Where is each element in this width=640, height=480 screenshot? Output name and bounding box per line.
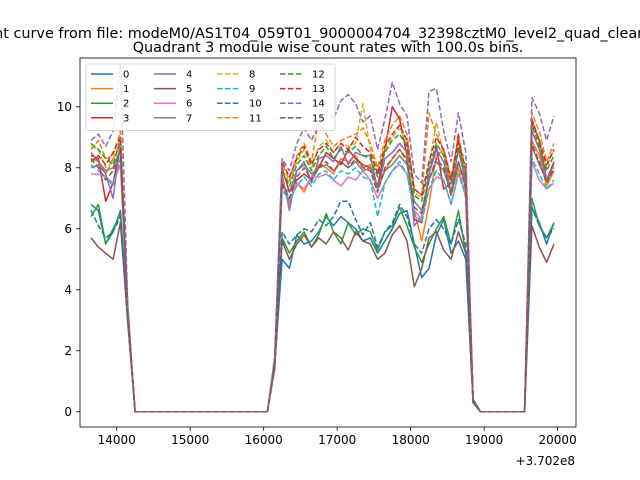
axes-frame <box>79 57 577 428</box>
series-line-0 <box>90 203 555 413</box>
x-offset-label: +3.702e8 <box>516 454 575 468</box>
y-axis: 0 2 4 6 8 10 <box>57 100 80 419</box>
legend-label: 9 <box>249 84 255 95</box>
legend-label: 13 <box>312 84 325 95</box>
legend-box <box>85 63 336 131</box>
series-line-1 <box>90 139 555 413</box>
legend-label: 3 <box>123 113 129 124</box>
y-tick-label: 2 <box>64 344 72 358</box>
legend-label: 6 <box>186 99 192 110</box>
series-line-15 <box>90 142 555 413</box>
series-line-3 <box>90 106 555 413</box>
legend-label: 11 <box>249 113 262 124</box>
series-line-4 <box>90 130 555 413</box>
x-tick-label: 18000 <box>392 433 430 447</box>
x-axis: 14000 15000 16000 17000 18000 19000 20000 <box>98 427 577 447</box>
series-line-12 <box>90 124 555 413</box>
legend-label: 8 <box>249 70 255 81</box>
series-line-13 <box>90 118 555 413</box>
y-tick-label: 0 <box>64 405 72 419</box>
x-tick-label: 15000 <box>171 433 209 447</box>
y-tick-label: 10 <box>57 100 72 114</box>
legend-label: 7 <box>186 113 192 124</box>
series-line-10 <box>90 200 555 413</box>
x-tick-label: 14000 <box>98 433 136 447</box>
x-tick-label: 19000 <box>465 433 503 447</box>
legend-label: 14 <box>312 99 325 110</box>
legend-label: 12 <box>312 70 325 81</box>
series-line-7 <box>90 145 555 413</box>
figure-suptitle: Light curve from file: modeM0/AS1T04_059… <box>0 26 640 42</box>
x-tick-label: 17000 <box>318 433 356 447</box>
legend-label: 4 <box>186 70 192 81</box>
series-line-9 <box>90 157 555 413</box>
legend-label: 15 <box>312 113 325 124</box>
x-tick-label: 20000 <box>539 433 577 447</box>
series-line-6 <box>91 160 555 413</box>
x-tick-label: 16000 <box>245 433 283 447</box>
y-tick-label: 4 <box>64 283 72 297</box>
y-tick-label: 8 <box>64 161 72 175</box>
chart-title: Quadrant 3 module wise count rates with … <box>133 40 524 56</box>
y-tick-label: 6 <box>64 222 72 236</box>
legend-label: 5 <box>186 84 192 95</box>
legend-label: 0 <box>123 70 129 81</box>
legend-label: 1 <box>123 84 129 95</box>
series-line-5 <box>90 221 555 413</box>
legend-label: 10 <box>249 99 262 110</box>
legend-label: 2 <box>123 99 129 110</box>
series-line-2 <box>90 197 555 413</box>
